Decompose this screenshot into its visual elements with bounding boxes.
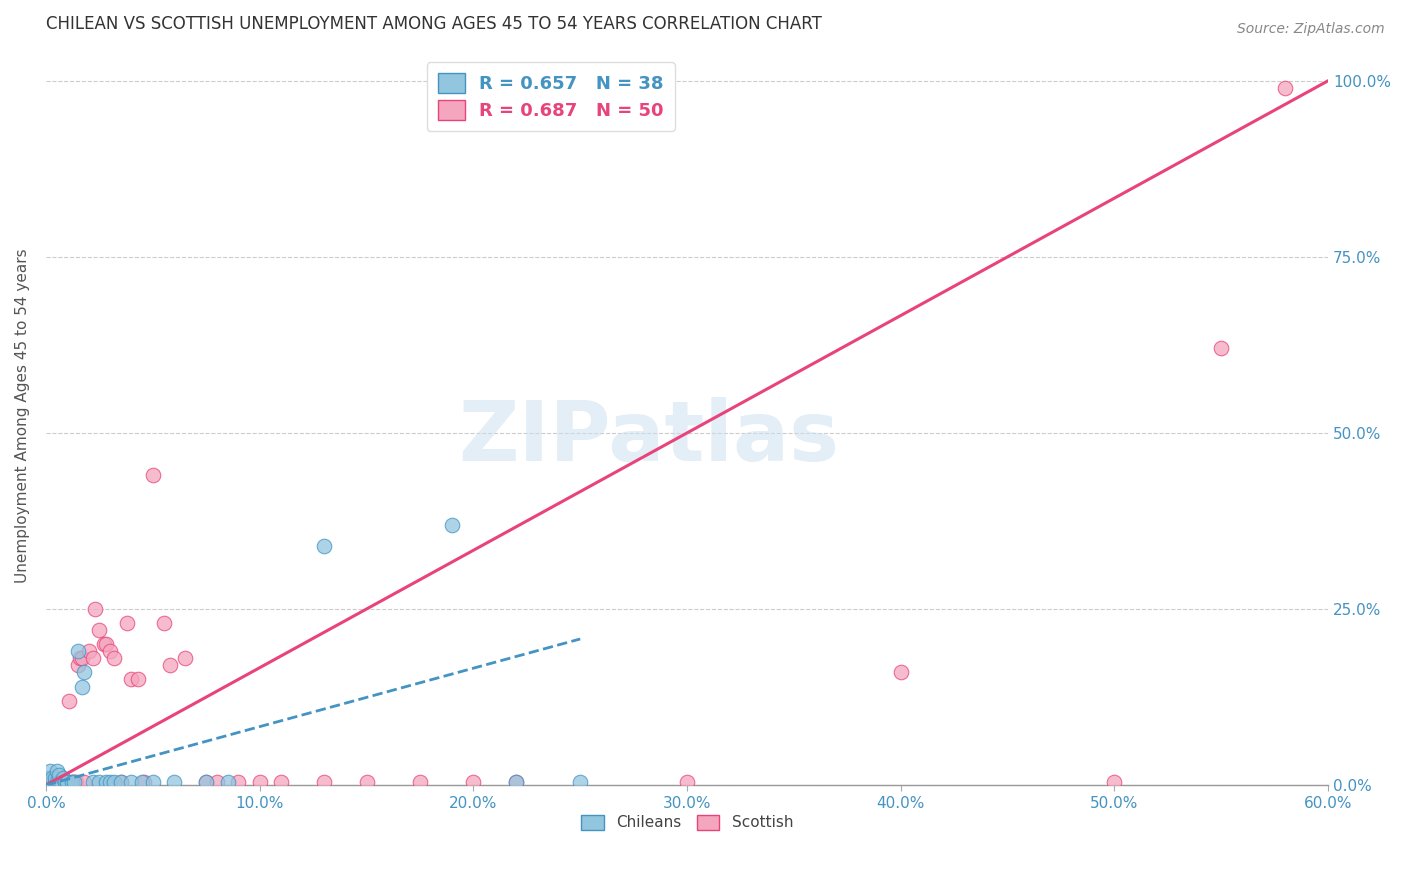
Point: [69, 651, 91, 665]
Text: Source: ZipAtlas.com: Source: ZipAtlas.com: [1237, 22, 1385, 37]
Point: [98, 644, 121, 658]
Point: [62, 774, 84, 789]
Point: [73, 774, 96, 789]
Point: [195, 774, 218, 789]
Point: [94, 637, 117, 651]
Point: [312, 774, 335, 789]
Point: [142, 468, 165, 483]
Point: [173, 651, 195, 665]
Point: [37, 771, 59, 785]
Point: [52, 771, 75, 785]
Point: [49, 774, 72, 789]
Point: [1104, 774, 1126, 789]
Point: [37, 774, 59, 789]
Point: [49, 774, 72, 789]
Point: [120, 673, 142, 687]
Point: [103, 774, 125, 789]
Point: [163, 774, 186, 789]
Point: [48, 774, 70, 789]
Point: [39, 774, 62, 789]
Point: [44, 774, 66, 789]
Point: [110, 774, 132, 789]
Point: [56, 774, 79, 789]
Point: [66, 658, 89, 673]
Point: [505, 774, 527, 789]
Point: [152, 616, 174, 631]
Point: [37, 774, 59, 789]
Point: [94, 774, 117, 789]
Point: [45, 774, 67, 789]
Point: [45, 774, 67, 789]
Point: [82, 651, 104, 665]
Point: [39, 764, 62, 778]
Point: [312, 539, 335, 553]
Point: [463, 774, 485, 789]
Point: [72, 651, 94, 665]
Point: [73, 665, 96, 680]
Point: [44, 774, 66, 789]
Point: [270, 774, 292, 789]
Point: [77, 644, 100, 658]
Point: [93, 637, 115, 651]
Point: [41, 774, 63, 789]
Point: [569, 774, 592, 789]
Point: [56, 774, 79, 789]
Point: [127, 673, 149, 687]
Point: [134, 774, 156, 789]
Point: [120, 774, 142, 789]
Point: [66, 644, 89, 658]
Point: [84, 602, 107, 616]
Point: [89, 623, 111, 637]
Point: [45, 764, 67, 778]
Point: [131, 774, 153, 789]
Point: [48, 767, 70, 781]
Point: [82, 774, 104, 789]
Point: [41, 774, 63, 789]
Point: [356, 774, 378, 789]
Text: ZIPatlas: ZIPatlas: [458, 397, 839, 478]
Point: [226, 774, 249, 789]
Point: [62, 774, 84, 789]
Text: CHILEAN VS SCOTTISH UNEMPLOYMENT AMONG AGES 45 TO 54 YEARS CORRELATION CHART: CHILEAN VS SCOTTISH UNEMPLOYMENT AMONG A…: [46, 15, 823, 33]
Point: [56, 774, 79, 789]
Point: [409, 774, 432, 789]
Point: [98, 774, 121, 789]
Point: [440, 517, 463, 532]
Point: [159, 658, 181, 673]
Point: [53, 774, 76, 789]
Point: [58, 693, 80, 707]
Point: [676, 774, 699, 789]
Point: [1211, 342, 1233, 356]
Point: [53, 774, 76, 789]
Point: [60, 774, 83, 789]
Legend: Chileans, Scottish: Chileans, Scottish: [575, 808, 800, 837]
Point: [48, 774, 70, 789]
Point: [505, 774, 527, 789]
Point: [89, 774, 111, 789]
Point: [205, 774, 228, 789]
Point: [72, 680, 94, 694]
Point: [41, 771, 63, 785]
Point: [249, 774, 271, 789]
Y-axis label: Unemployment Among Ages 45 to 54 years: Unemployment Among Ages 45 to 54 years: [15, 248, 30, 582]
Point: [52, 774, 75, 789]
Point: [142, 774, 165, 789]
Point: [1274, 81, 1296, 95]
Point: [110, 774, 132, 789]
Point: [195, 774, 218, 789]
Point: [890, 665, 912, 680]
Point: [60, 774, 83, 789]
Point: [65, 774, 87, 789]
Point: [44, 771, 66, 785]
Point: [115, 616, 138, 631]
Point: [217, 774, 239, 789]
Point: [103, 651, 125, 665]
Point: [39, 774, 62, 789]
